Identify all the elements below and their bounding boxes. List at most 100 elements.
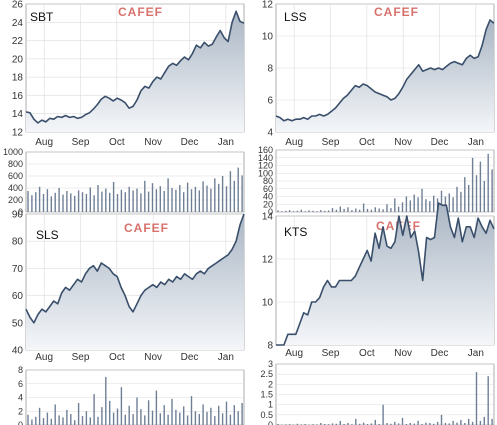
volume-bar [448, 423, 450, 425]
volume-bar [444, 423, 447, 425]
volume-bar [241, 403, 243, 425]
volume-bar [58, 188, 60, 212]
volume-bar [105, 376, 107, 425]
volume-bar [62, 417, 64, 425]
chart-panel-kts: 8101214AugSepOctNovDecJanCAFEFKTS00.511.… [260, 202, 495, 425]
volume-bar [183, 192, 185, 212]
volume-bar [339, 206, 341, 212]
volume-bar [374, 207, 376, 212]
volume-bar [288, 210, 291, 212]
volume-bar [140, 409, 142, 425]
volume-bar [151, 183, 154, 212]
month-tick-label: Oct [359, 348, 375, 359]
volume-bar [175, 409, 177, 425]
volume-bar [233, 180, 235, 212]
volume-bar [194, 186, 197, 212]
month-tick-label: Sep [72, 352, 90, 363]
volume-bar [331, 208, 334, 212]
price-y-tick-label: 20 [12, 54, 24, 65]
volume-bar [471, 421, 474, 425]
volume-bar [331, 423, 334, 425]
volume-bar [401, 417, 404, 425]
volume-bar [89, 417, 91, 425]
volume-bar [136, 188, 138, 212]
price-y-tick-label: 60 [12, 291, 24, 302]
volume-bar [89, 187, 91, 212]
volume-bar [77, 190, 80, 212]
volume-bar [491, 169, 493, 212]
volume-bar [175, 189, 177, 212]
volume-bar [97, 185, 99, 212]
volume-bar [120, 387, 123, 425]
price-area [276, 203, 494, 345]
volume-bar [452, 420, 454, 425]
month-tick-label: Aug [35, 137, 53, 148]
volume-bar [70, 414, 72, 425]
volume-bar [464, 423, 466, 425]
volume-bar [241, 175, 243, 212]
volume-bar [479, 161, 482, 212]
volume-bar [179, 185, 181, 212]
volume-bar [285, 210, 287, 212]
volume-bar [186, 415, 189, 425]
month-tick-label: Nov [394, 348, 412, 359]
volume-bar [468, 184, 470, 212]
volume-bar [35, 192, 37, 212]
price-line [25, 10, 245, 124]
volume-bar [237, 411, 239, 425]
volume-y-tick-label: 600 [8, 171, 23, 181]
volume-bar [324, 210, 326, 212]
volume-bar [183, 406, 185, 425]
volume-bar [101, 407, 103, 425]
month-tick-label: Dec [431, 348, 449, 359]
volume-bar [124, 192, 126, 212]
month-tick-label: Dec [181, 137, 199, 148]
volume-y-tick-label: 0 [268, 207, 273, 217]
volume-bar [31, 419, 33, 425]
volume-bar [171, 398, 173, 425]
volume-bar [120, 189, 123, 212]
volume-bar [202, 181, 204, 212]
price-y-tick-label: 8 [267, 341, 273, 352]
volume-bar [159, 186, 161, 212]
volume-y-tick-label: 160 [258, 145, 273, 155]
price-y-tick-label: 18 [12, 73, 24, 84]
volume-bar [151, 410, 154, 425]
volume-bar [483, 416, 485, 425]
price-y-tick-label: 24 [12, 18, 24, 29]
volume-bar [452, 197, 454, 212]
volume-bar [218, 405, 220, 425]
volume-bar [308, 210, 310, 212]
month-tick-label: Aug [285, 348, 303, 359]
volume-bar [397, 423, 400, 425]
volume-bar [409, 200, 411, 212]
volume-y-tick-label: 0 [18, 420, 23, 425]
volume-bar [491, 418, 493, 425]
volume-bar [116, 408, 119, 425]
month-tick-label: Oct [359, 137, 375, 148]
volume-bar [218, 183, 220, 212]
volume-bar [433, 423, 435, 425]
volume-bar [386, 423, 388, 425]
volume-bar [366, 208, 369, 212]
volume-bar [38, 407, 41, 425]
volume-bar [417, 197, 419, 212]
volume-bar [159, 413, 161, 425]
volume-bar [35, 416, 37, 425]
volume-bar [429, 423, 431, 425]
volume-bar [50, 196, 52, 212]
volume-bar [221, 413, 224, 425]
volume-bar [190, 189, 193, 212]
volume-bar [198, 190, 200, 212]
chart-panel-sbt: 12 14 16 18 20 22 24 26 Aug Sep Oct Nov Dec Jan CAFEF S… [3, 0, 245, 217]
month-tick-label: Jan [218, 137, 234, 148]
volume-bar [194, 411, 197, 425]
volume-bar [382, 209, 384, 212]
volume-bar [97, 416, 99, 425]
volume-bar [359, 423, 361, 425]
volume-bar [116, 194, 119, 212]
price-y-tick-label: 10 [262, 298, 274, 309]
volume-bar [300, 209, 302, 212]
